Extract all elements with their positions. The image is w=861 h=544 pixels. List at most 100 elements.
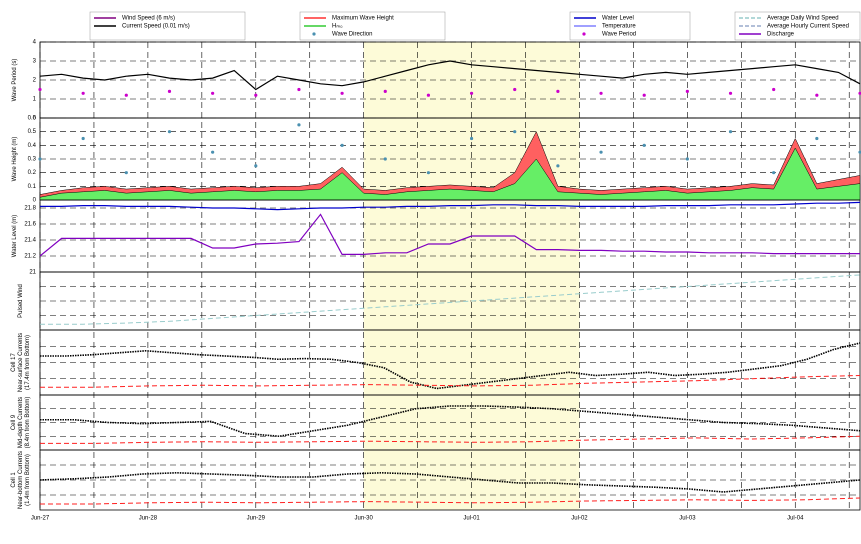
data-point bbox=[728, 91, 733, 95]
data-point bbox=[556, 164, 560, 168]
data-point bbox=[254, 93, 258, 97]
data-point bbox=[642, 143, 646, 147]
data-point bbox=[38, 157, 42, 161]
line bbox=[40, 405, 861, 438]
y-axis-label-line: Near-surface Currents bbox=[18, 333, 24, 392]
data-point bbox=[124, 171, 128, 175]
data-point bbox=[556, 89, 560, 93]
y-tick-label: 0 bbox=[33, 116, 37, 122]
y-tick-label: 0.6 bbox=[28, 116, 37, 122]
line bbox=[39, 213, 860, 257]
line bbox=[40, 342, 861, 390]
x-tick-label: Jul-02 bbox=[571, 516, 588, 522]
legend-label: Current Speed (0.01 m/s) bbox=[122, 24, 190, 30]
data-point bbox=[297, 123, 301, 127]
y-tick-label: 1 bbox=[33, 97, 37, 103]
legend-label: Water Level bbox=[602, 16, 634, 22]
legend-label: Discharge bbox=[767, 32, 795, 38]
data-point bbox=[469, 91, 474, 95]
data-point bbox=[728, 130, 733, 134]
data-point bbox=[772, 171, 776, 175]
y-axis-label: Wave Height (m) bbox=[12, 137, 18, 182]
legend-label: Temperature bbox=[602, 24, 636, 30]
line bbox=[40, 274, 861, 325]
x-tick-label: Jun-27 bbox=[31, 516, 50, 522]
x-tick-label: Jun-30 bbox=[355, 516, 374, 522]
data-point bbox=[815, 136, 819, 141]
y-tick-label: 21 bbox=[29, 270, 36, 276]
data-point bbox=[340, 143, 344, 147]
data-point bbox=[211, 150, 215, 154]
y-tick-label: 0.4 bbox=[28, 143, 37, 149]
line bbox=[40, 497, 861, 505]
x-tick-label: Jun-28 bbox=[139, 516, 158, 522]
y-tick-label: 0.3 bbox=[28, 157, 37, 163]
y-tick-label: 0.5 bbox=[28, 129, 37, 135]
line bbox=[39, 471, 861, 493]
data-point bbox=[81, 91, 85, 95]
data-point bbox=[254, 164, 258, 168]
y-axis-label: Pulsed Wind bbox=[18, 284, 24, 318]
data-point bbox=[81, 136, 85, 141]
y-tick-label: 0.1 bbox=[28, 184, 37, 190]
y-tick-label: 3 bbox=[33, 59, 37, 65]
y-axis-label: Cell 17Near-surface Currents(17.4m from … bbox=[11, 333, 31, 392]
y-axis-label-line: Cell 17 bbox=[11, 353, 17, 372]
y-axis-label-line: Wave Height (m) bbox=[12, 137, 18, 182]
y-axis-label-line: Pulsed Wind bbox=[18, 284, 24, 318]
data-point bbox=[340, 91, 344, 95]
y-axis-label-line: (1.4m from Bottom) bbox=[25, 454, 31, 506]
y-axis-label-line: Mid-depth Currents bbox=[18, 397, 24, 448]
y-tick-label: 21.8 bbox=[24, 206, 36, 212]
data-point bbox=[167, 89, 172, 93]
data-point bbox=[513, 87, 517, 92]
y-tick-label: 0 bbox=[33, 198, 37, 204]
legend-label: Hₘ₀ bbox=[332, 24, 343, 30]
y-tick-label: 0.2 bbox=[28, 170, 37, 176]
data-point bbox=[599, 150, 603, 154]
x-tick-label: Jul-03 bbox=[679, 516, 696, 522]
data-point bbox=[599, 91, 603, 95]
data-point bbox=[469, 136, 474, 141]
data-point bbox=[383, 157, 387, 161]
legend-label: Average Daily Wind Speed bbox=[767, 16, 839, 22]
legend-label: Maximum Wave Height bbox=[332, 16, 394, 22]
y-axis-label: Water Level (m) bbox=[12, 215, 18, 257]
y-axis-label: Wave Period (s) bbox=[12, 59, 18, 102]
line bbox=[40, 201, 861, 211]
y-axis-label-line: Water Level (m) bbox=[12, 215, 18, 257]
line bbox=[40, 375, 861, 388]
data-point bbox=[858, 91, 861, 95]
y-axis-label-line: (8.4m from Bottom) bbox=[25, 397, 31, 449]
data-point bbox=[642, 93, 646, 97]
data-point bbox=[772, 87, 776, 92]
line bbox=[39, 60, 861, 91]
y-axis-label-line: Wave Period (s) bbox=[12, 59, 18, 102]
x-tick-label: Jun-29 bbox=[247, 516, 266, 522]
y-axis-label: Cell 1Near-bottom Currents(1.4m from Bot… bbox=[11, 451, 31, 509]
data-point bbox=[513, 130, 517, 134]
data-point bbox=[383, 89, 387, 93]
y-tick-label: 21.2 bbox=[24, 254, 36, 260]
data-point bbox=[297, 87, 301, 92]
data-point bbox=[685, 157, 689, 161]
y-axis-label-line: Near-bottom Currents bbox=[18, 451, 24, 509]
legend-label: Average Hourly Current Speed bbox=[767, 24, 849, 30]
y-tick-label: 2 bbox=[33, 78, 37, 84]
data-point bbox=[124, 93, 128, 97]
y-axis-label-line: Cell 9 bbox=[11, 414, 17, 430]
data-point bbox=[426, 93, 431, 97]
y-tick-label: 21.6 bbox=[24, 222, 36, 228]
area bbox=[39, 147, 861, 201]
data-point bbox=[167, 130, 172, 134]
legend-label: Wave Direction bbox=[332, 32, 372, 38]
legend-box bbox=[734, 11, 861, 41]
legend-label: Wind Speed (6 m/s) bbox=[122, 16, 175, 22]
data-point bbox=[685, 89, 689, 93]
data-point bbox=[858, 150, 861, 154]
y-axis-label-line: (17.4m from Bottom) bbox=[25, 335, 31, 390]
x-tick-label: Jul-04 bbox=[787, 516, 804, 522]
y-tick-label: 4 bbox=[33, 40, 37, 46]
x-tick-label: Jul-01 bbox=[463, 516, 480, 522]
